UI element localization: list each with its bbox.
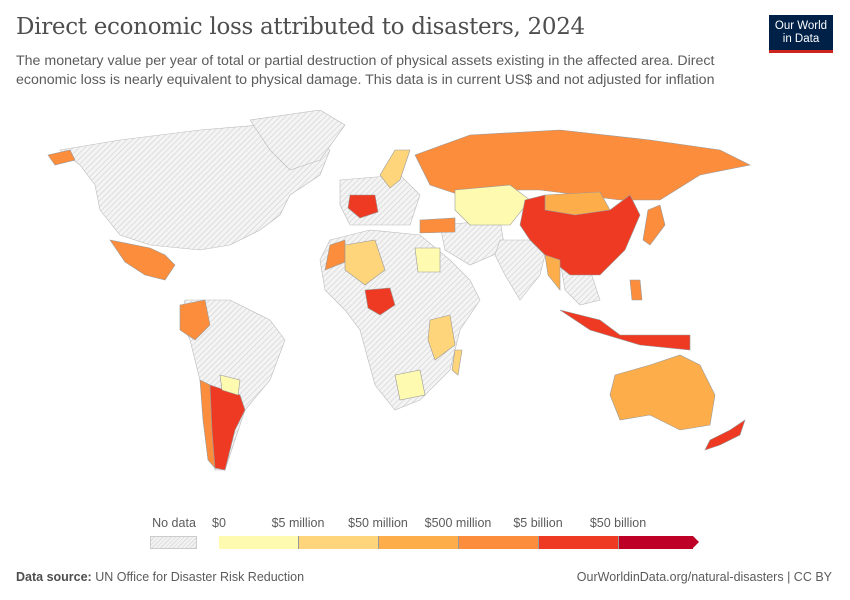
legend: No data $0 $5 million $50 million $500 m… <box>0 516 850 556</box>
world-map[interactable] <box>0 110 850 510</box>
country-new-zealand[interactable] <box>704 419 746 451</box>
legend-arrow <box>693 536 699 548</box>
legend-tick: $5 billion <box>513 516 563 530</box>
legend-no-data-label: No data <box>152 516 196 530</box>
country-colombia[interactable] <box>179 299 211 341</box>
country-paraguay[interactable] <box>219 374 241 396</box>
legend-no-data-swatch[interactable] <box>150 536 197 549</box>
north-america[interactable] <box>59 124 331 251</box>
legend-bin[interactable] <box>619 536 693 549</box>
country-southern-africa[interactable] <box>394 369 426 401</box>
source-text: UN Office for Disaster Risk Reduction <box>95 570 305 584</box>
source-label: Data source: <box>16 570 92 584</box>
country-layer <box>47 129 751 471</box>
legend-tick: $5 million <box>271 516 325 530</box>
country-sweden[interactable] <box>379 149 411 189</box>
source-link[interactable]: OurWorldinData.org/natural-disasters | C… <box>576 570 832 584</box>
country-argentina[interactable] <box>209 384 246 471</box>
legend-bin[interactable] <box>539 536 619 549</box>
country-madagascar[interactable] <box>451 349 463 376</box>
legend-bin[interactable] <box>299 536 379 549</box>
country-china[interactable] <box>519 194 641 276</box>
country-egypt[interactable] <box>414 247 441 273</box>
country-alaska[interactable] <box>47 149 76 166</box>
country-mexico[interactable] <box>109 239 176 281</box>
greenland[interactable] <box>249 110 346 171</box>
country-indonesia[interactable] <box>559 309 691 351</box>
country-turkey[interactable] <box>419 217 456 234</box>
country-philippines[interactable] <box>629 279 643 301</box>
legend-tick: $50 billion <box>589 516 647 530</box>
country-australia[interactable] <box>609 354 716 431</box>
page-title: Direct economic loss attributed to disas… <box>16 14 585 40</box>
legend-tick: $0 <box>212 516 226 530</box>
country-kazakhstan[interactable] <box>454 184 531 226</box>
legend-tick: $500 million <box>424 516 492 530</box>
country-myanmar[interactable] <box>544 254 561 291</box>
owid-logo[interactable]: Our World in Data <box>769 15 833 53</box>
country-japan[interactable] <box>642 204 666 246</box>
data-source: Data source: UN Office for Disaster Risk… <box>16 570 304 584</box>
legend-bin[interactable] <box>379 536 459 549</box>
country-france[interactable] <box>347 194 379 219</box>
country-tanzania[interactable] <box>427 314 456 361</box>
country-nigeria[interactable] <box>364 287 396 316</box>
india[interactable] <box>494 239 546 301</box>
legend-tick: $50 million <box>348 516 408 530</box>
country-algeria[interactable] <box>344 239 386 286</box>
subtitle: The monetary value per year of total or … <box>16 53 715 88</box>
legend-bin[interactable] <box>219 536 299 549</box>
legend-bin[interactable] <box>459 536 539 549</box>
